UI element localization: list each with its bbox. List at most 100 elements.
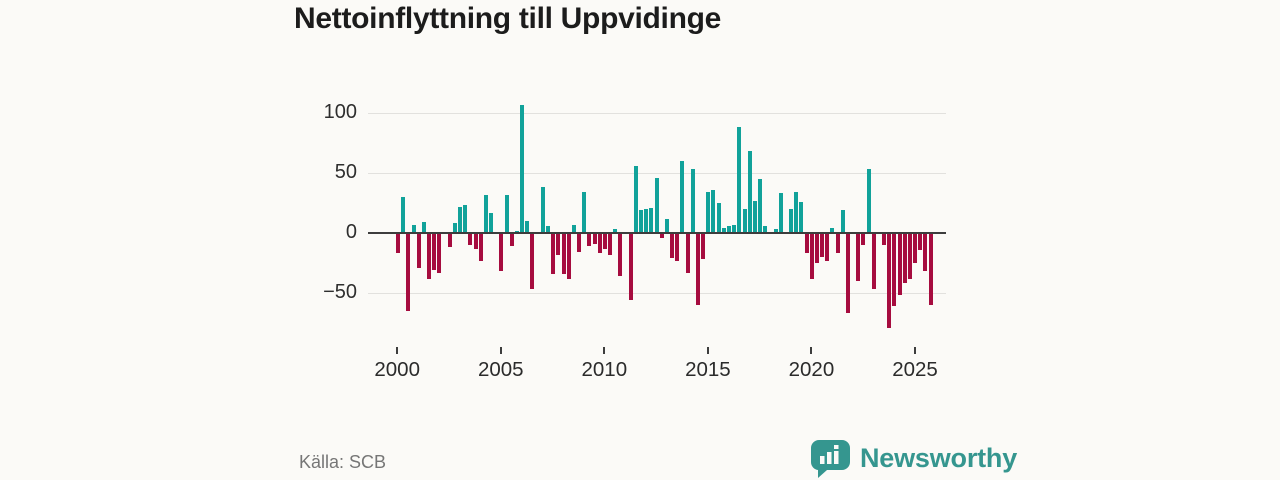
quarter-bar	[892, 233, 897, 307]
quarter-bar	[546, 225, 550, 233]
newsworthy-wordmark: Newsworthy	[860, 443, 1018, 473]
quarter-bar	[582, 192, 587, 233]
y-axis-tick-label: 0	[345, 221, 357, 243]
x-axis-tick-label: 2005	[477, 358, 524, 381]
y-axis-tick-label: 50	[334, 161, 357, 183]
quarter-bar	[861, 233, 866, 245]
x-axis-tick	[810, 347, 813, 354]
quarter-bar	[530, 233, 535, 290]
quarter-bar	[732, 224, 737, 233]
x-axis-tick	[499, 347, 502, 354]
quarter-bar	[432, 233, 437, 271]
x-axis-tick-label: 2010	[581, 358, 628, 381]
quarter-bar	[499, 233, 504, 272]
quarter-bar	[473, 233, 478, 249]
quarter-bar	[628, 233, 633, 301]
quarter-bar	[918, 233, 923, 250]
quarter-bar	[690, 169, 695, 233]
quarter-bar	[809, 233, 814, 279]
quarter-bar	[664, 218, 669, 233]
quarter-bar	[747, 151, 752, 233]
quarter-bar	[726, 225, 731, 233]
quarter-bar	[489, 212, 494, 233]
quarter-bar	[571, 224, 576, 233]
source-label: Källa: SCB	[299, 452, 387, 472]
x-axis-tick-label: 2015	[685, 358, 731, 381]
quarter-bar	[618, 233, 623, 277]
quarter-bar	[902, 233, 907, 284]
quarter-bar	[825, 233, 830, 261]
quarter-bar	[659, 233, 664, 238]
quarter-bar	[602, 233, 607, 249]
quarter-bar	[504, 194, 509, 233]
x-axis-tick	[706, 347, 709, 354]
x-axis-tick	[914, 347, 916, 354]
quarter-bar	[447, 233, 452, 248]
quarter-bar	[654, 177, 659, 233]
quarter-bar	[587, 233, 592, 247]
quarter-bar	[794, 192, 799, 233]
quarter-bar	[525, 221, 530, 233]
quarter-bar	[608, 233, 612, 255]
quarter-bar	[427, 233, 431, 279]
quarter-bar	[577, 233, 581, 253]
quarter-bar	[830, 228, 835, 233]
quarter-bar	[773, 229, 778, 233]
quarter-bar	[856, 233, 861, 281]
quarter-bar	[437, 233, 442, 273]
quarter-bar	[778, 193, 783, 233]
quarter-bar	[416, 233, 421, 268]
quarter-bar	[840, 210, 845, 233]
quarter-bar	[814, 233, 819, 263]
bar-chart-speech-bubble-icon	[810, 439, 851, 478]
quarter-bar	[882, 233, 887, 245]
quarter-bar	[452, 223, 457, 233]
quarter-bar	[752, 200, 757, 233]
quarter-bar	[758, 179, 762, 233]
quarter-bar	[887, 233, 892, 328]
quarter-bar	[820, 233, 824, 257]
quarter-bar	[401, 197, 406, 233]
quarter-bar	[866, 169, 871, 233]
x-axis-tick-label: 2000	[374, 358, 420, 381]
quarter-bar	[675, 233, 680, 261]
quarter-bar	[701, 233, 706, 260]
x-axis-tick-label: 2020	[788, 358, 835, 381]
quarter-bar	[706, 192, 711, 233]
gridline-100	[368, 113, 946, 114]
gridline-50	[368, 173, 946, 174]
quarter-bar	[716, 203, 721, 233]
x-axis-tick	[603, 347, 606, 354]
quarter-bar	[421, 222, 426, 233]
quarter-bar	[478, 233, 483, 261]
chart-title: Nettoinflyttning till Uppvidinge	[294, 2, 722, 35]
quarter-bar	[406, 233, 411, 311]
quarter-bar	[763, 225, 768, 233]
quarter-bar	[509, 233, 514, 247]
quarter-bar	[789, 209, 793, 233]
quarter-bar	[551, 233, 556, 274]
quarter-bar	[897, 233, 902, 296]
newsworthy-logo: Newsworthy	[810, 439, 1017, 478]
quarter-bar	[644, 209, 649, 233]
quarter-bar	[680, 161, 685, 233]
x-axis-tick	[396, 347, 399, 354]
quarter-bar	[639, 210, 643, 233]
quarter-bar	[695, 233, 700, 305]
x-axis-tick-label: 2025	[892, 358, 938, 381]
quarter-bar	[633, 165, 638, 233]
quarter-bar	[799, 201, 804, 233]
quarter-bar	[514, 230, 519, 233]
quarter-bar	[597, 233, 602, 254]
quarter-bar	[561, 233, 566, 274]
quarter-bar	[928, 233, 933, 305]
quarter-bar	[670, 233, 675, 259]
quarter-bar	[556, 233, 561, 255]
quarter-bar	[845, 233, 850, 314]
zero-axis-line	[368, 232, 946, 234]
quarter-bar	[592, 233, 597, 244]
quarter-bar	[458, 206, 463, 233]
quarter-bar	[742, 209, 747, 233]
gridline--50	[368, 293, 946, 294]
